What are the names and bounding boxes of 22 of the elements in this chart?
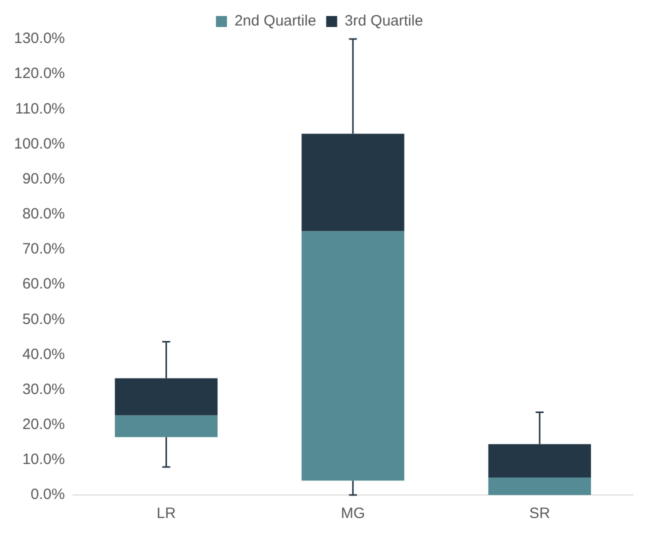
x-tick-label: LR <box>156 505 176 522</box>
y-tick-label: 130.0% <box>14 30 65 48</box>
x-tick-label: MG <box>340 505 366 522</box>
bar <box>488 477 591 495</box>
y-tick-label: 20.0% <box>22 416 65 433</box>
x-tick-label: SR <box>529 505 550 522</box>
y-tick-label: 50.0% <box>22 310 65 328</box>
y-tick-label: 90.0% <box>22 170 65 188</box>
y-tick-label: 30.0% <box>22 380 65 398</box>
y-tick-label: 100.0% <box>14 135 65 152</box>
y-tick-label: 110.0% <box>15 100 65 118</box>
legend-label: 2nd Quartile <box>234 12 316 30</box>
bar <box>114 415 218 438</box>
y-tick-label: 40.0% <box>22 346 65 363</box>
legend-label: 3rd Quartile <box>344 12 424 30</box>
y-tick-label: 80.0% <box>22 206 65 223</box>
y-tick-label: 10.0% <box>22 451 65 468</box>
y-tick-label: 60.0% <box>22 276 65 293</box>
bar <box>302 231 404 481</box>
y-tick-label: 70.0% <box>22 240 65 258</box>
y-tick-label: 120.0% <box>14 65 65 82</box>
y-tick-label: 0.0% <box>30 486 65 504</box>
